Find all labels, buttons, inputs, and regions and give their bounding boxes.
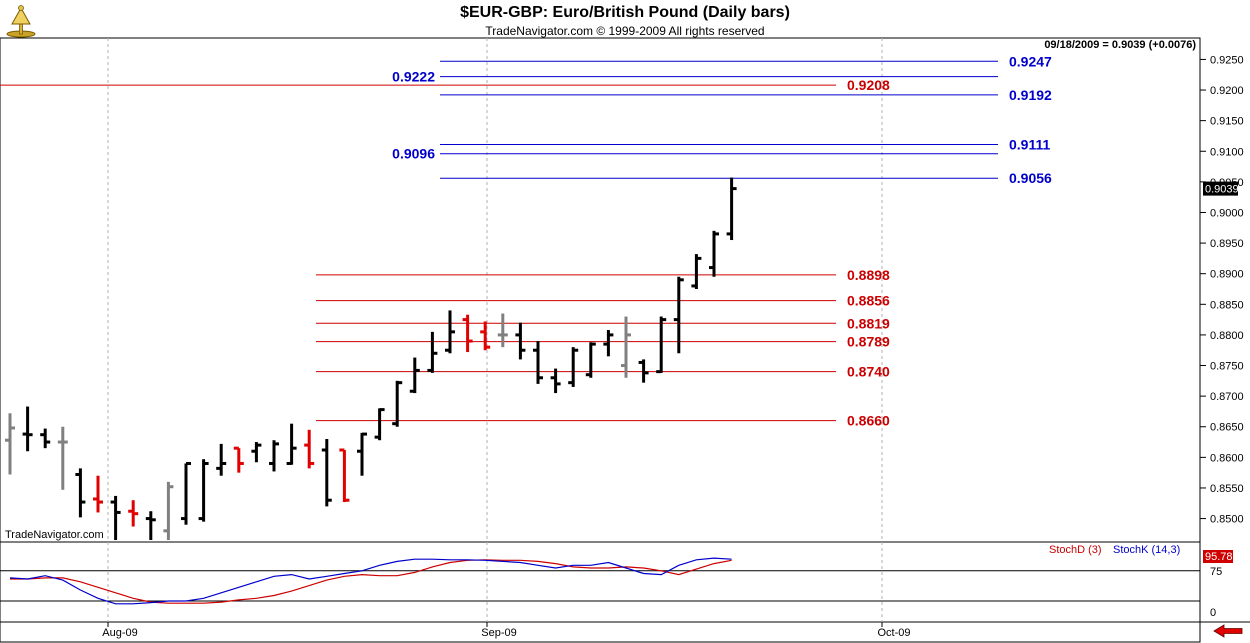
fib-extension-label: 0.9096: [392, 146, 435, 162]
stoch-value-tag: [1203, 550, 1233, 563]
fib-extension-label: 0.9056: [1009, 170, 1052, 186]
ohlc-bar[interactable]: [374, 408, 385, 441]
price-tick-label: 0.8550: [1210, 483, 1244, 495]
scroll-back-arrow-icon[interactable]: [1212, 624, 1244, 638]
fib-retracement-label: 0.8898: [847, 267, 890, 283]
fib-extension-label: 0.9247: [1009, 53, 1052, 69]
ohlc-bar[interactable]: [198, 459, 209, 522]
trade-navigator-logo-icon[interactable]: [4, 4, 38, 38]
stoch-d-legend: StochD (3): [1049, 544, 1102, 556]
ohlc-bar[interactable]: [93, 475, 103, 513]
ohlc-bar[interactable]: [269, 440, 279, 472]
chart-watermark: TradeNavigator.com: [5, 529, 104, 541]
ohlc-bar[interactable]: [392, 380, 403, 427]
price-readout: 09/18/2009 = 0.9039 (+0.0076): [1044, 39, 1196, 51]
ohlc-bar[interactable]: [145, 511, 156, 540]
ohlc-bar[interactable]: [515, 322, 526, 360]
ohlc-bar[interactable]: [339, 448, 350, 503]
date-axis-label: Sep-09: [481, 627, 516, 639]
ohlc-bar[interactable]: [427, 331, 438, 373]
ohlc-bar[interactable]: [585, 342, 596, 378]
price-tick-label: 0.8600: [1210, 452, 1244, 464]
ohlc-bar[interactable]: [181, 461, 191, 525]
price-tick-label: 0.8850: [1210, 299, 1244, 311]
stoch-k-line: [9, 557, 732, 605]
price-tick-label: 0.9200: [1210, 85, 1244, 97]
fib-retracement-label: 0.8819: [847, 315, 890, 331]
ohlc-bar[interactable]: [163, 481, 174, 540]
ohlc-bar[interactable]: [480, 321, 491, 351]
price-tick-label: 0.9250: [1210, 54, 1244, 66]
ohlc-bar[interactable]: [110, 495, 121, 540]
stoch-value-label: 95.78: [1205, 551, 1233, 563]
ohlc-bar[interactable]: [656, 316, 667, 374]
stoch-d-line: [10, 559, 732, 604]
ohlc-bar[interactable]: [462, 314, 473, 353]
ohlc-bar[interactable]: [497, 313, 508, 348]
last-price-tag: [1203, 181, 1238, 196]
ohlc-bar[interactable]: [673, 276, 684, 354]
ohlc-bar[interactable]: [40, 428, 51, 449]
ohlc-bar[interactable]: [638, 359, 649, 383]
last-price-label: 0.9039: [1205, 184, 1239, 196]
ohlc-bar[interactable]: [5, 413, 15, 475]
price-tick-label: 0.8700: [1210, 391, 1244, 403]
ohlc-bar[interactable]: [233, 446, 244, 473]
ohlc-bar[interactable]: [709, 230, 719, 277]
fib-retracement-label: 0.8660: [847, 413, 890, 429]
price-tick-label: 0.9150: [1210, 116, 1244, 128]
ohlc-bar[interactable]: [603, 330, 614, 357]
ohlc-bar[interactable]: [75, 468, 86, 518]
price-tick-label: 0.9100: [1210, 146, 1244, 158]
ohlc-bar[interactable]: [550, 368, 561, 394]
ohlc-bar[interactable]: [568, 347, 579, 387]
ohlc-bar[interactable]: [409, 357, 420, 394]
ohlc-bar[interactable]: [304, 429, 315, 469]
fib-retracement-label: 0.9208: [847, 77, 890, 93]
price-tick-label: 0.8950: [1210, 238, 1244, 250]
ohlc-bar[interactable]: [251, 442, 262, 463]
chart-title: $EUR-GBP: Euro/British Pound (Daily bars…: [460, 4, 790, 21]
price-tick-label: 0.8900: [1210, 269, 1244, 281]
fib-retracement-label: 0.8789: [847, 334, 890, 350]
price-tick-label: 0.8500: [1210, 514, 1244, 526]
ohlc-bar[interactable]: [128, 500, 139, 527]
price-tick-label: 0.8750: [1210, 361, 1244, 373]
ohlc-bar[interactable]: [286, 423, 297, 465]
fib-retracement-label: 0.8740: [847, 364, 890, 380]
copyright-subtitle: TradeNavigator.com © 1999-2009 All right…: [485, 24, 765, 38]
price-tick-label: 0.8650: [1210, 422, 1244, 434]
fib-extension-label: 0.9111: [1009, 137, 1050, 153]
ohlc-bar[interactable]: [445, 310, 455, 354]
ohlc-bar[interactable]: [57, 426, 68, 490]
stoch-k-legend: StochK (14,3): [1113, 544, 1180, 556]
fib-extension-label: 0.9222: [392, 69, 435, 85]
ohlc-bar[interactable]: [321, 438, 332, 507]
ohlc-bar[interactable]: [533, 341, 543, 384]
plot-frame: [0, 37, 1201, 643]
ohlc-bar[interactable]: [357, 432, 367, 476]
ohlc-bar[interactable]: [216, 443, 227, 476]
stoch-tick-label: 75: [1210, 566, 1222, 578]
date-axis-label: Aug-09: [102, 627, 137, 639]
fib-extension-label: 0.9192: [1009, 87, 1052, 103]
stoch-tick-label: 0: [1210, 607, 1216, 619]
ohlc-bar[interactable]: [726, 177, 737, 241]
price-tick-label: 0.9000: [1210, 207, 1244, 219]
price-tick-label: 0.8800: [1210, 330, 1244, 342]
ohlc-bar[interactable]: [691, 254, 702, 289]
fib-retracement-label: 0.8856: [847, 293, 890, 309]
ohlc-bar[interactable]: [22, 406, 33, 452]
ohlc-bar[interactable]: [621, 316, 631, 378]
date-axis-label: Oct-09: [877, 627, 910, 639]
